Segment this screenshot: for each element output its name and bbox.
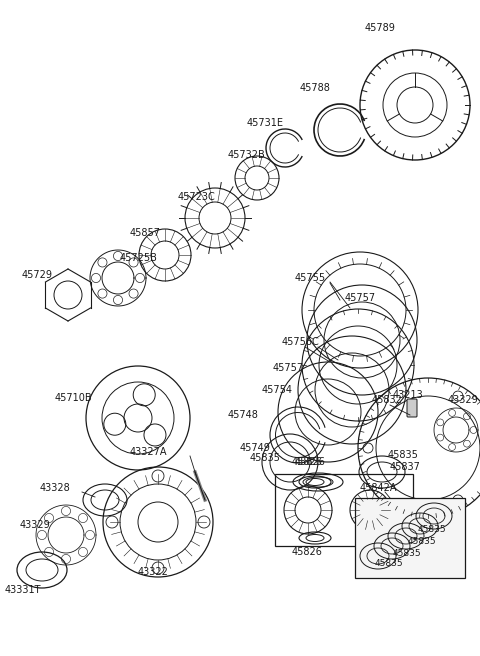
Text: 43328: 43328 xyxy=(40,483,71,493)
Text: 45837: 45837 xyxy=(390,462,421,472)
Text: 45857: 45857 xyxy=(130,228,161,238)
Bar xyxy=(355,498,465,578)
Text: 43331T: 43331T xyxy=(5,585,41,595)
Bar xyxy=(275,474,413,546)
Text: 45835: 45835 xyxy=(393,550,421,558)
Text: 45723C: 45723C xyxy=(178,192,216,202)
Text: 45788: 45788 xyxy=(300,83,331,93)
Text: 45729: 45729 xyxy=(22,270,53,280)
Text: 45835: 45835 xyxy=(388,450,419,460)
Text: 45757: 45757 xyxy=(345,293,376,303)
Text: 45749: 45749 xyxy=(240,443,271,453)
FancyBboxPatch shape xyxy=(407,399,417,417)
Text: 45826: 45826 xyxy=(292,547,323,557)
Text: 45748: 45748 xyxy=(228,410,259,420)
Text: 45826: 45826 xyxy=(295,457,326,467)
Text: 45754: 45754 xyxy=(262,385,293,395)
Text: 45842A: 45842A xyxy=(360,483,397,493)
Text: 45832: 45832 xyxy=(372,395,403,405)
Text: 45835: 45835 xyxy=(375,560,404,569)
Text: 45835: 45835 xyxy=(418,525,446,535)
Text: 45710B: 45710B xyxy=(55,393,93,403)
Text: 45835: 45835 xyxy=(408,537,437,546)
Text: 45789: 45789 xyxy=(365,23,396,33)
Text: 43322: 43322 xyxy=(138,567,169,577)
Text: 43329: 43329 xyxy=(448,395,479,405)
Text: 45826: 45826 xyxy=(292,457,323,467)
Text: 45732B: 45732B xyxy=(228,150,266,160)
Text: 45756C: 45756C xyxy=(282,337,320,347)
Text: 45731E: 45731E xyxy=(247,118,284,128)
Text: 43327A: 43327A xyxy=(130,447,168,457)
Text: 45755: 45755 xyxy=(295,273,326,283)
Text: 45835: 45835 xyxy=(250,453,281,463)
Text: 43329: 43329 xyxy=(20,520,51,530)
Text: 45725B: 45725B xyxy=(120,253,158,263)
Text: 45757: 45757 xyxy=(273,363,304,373)
Text: 43213: 43213 xyxy=(393,390,424,400)
